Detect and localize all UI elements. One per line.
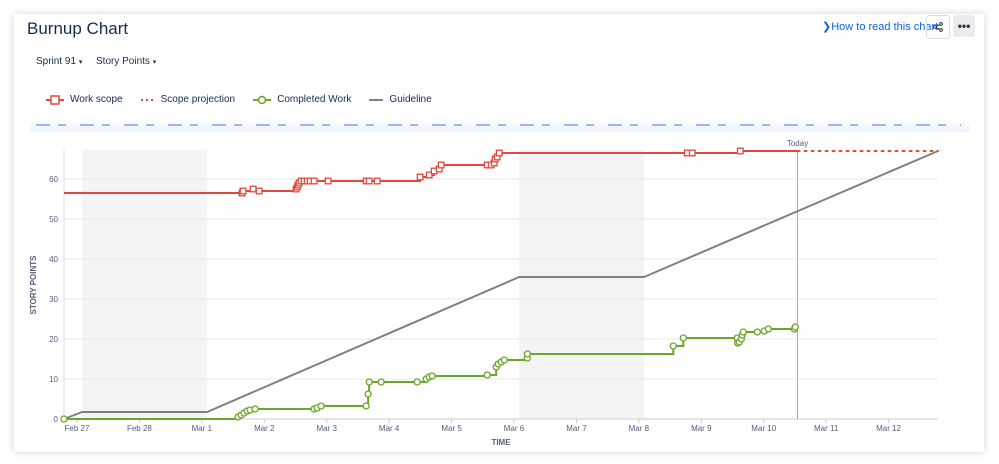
x-tick-label: Mar 8 [629,424,650,433]
completed-work-point [413,378,421,386]
x-axis-title: TIME [491,438,511,447]
caret-down-icon: ▾ [152,59,157,66]
work-scope-point [425,171,433,179]
completed-work-point [669,342,677,350]
y-tick-label: 10 [49,375,58,384]
completed-work-point [764,325,772,333]
work-scope-point [239,187,247,195]
circle-marker-icon [253,95,272,104]
x-tick-label: Feb 28 [127,424,152,433]
work-scope-point [495,149,503,157]
work-scope-point [310,177,318,185]
y-tick-label: 20 [49,335,58,344]
more-actions-button[interactable]: ••• [953,15,975,37]
work-scope-point [324,177,332,185]
completed-work-point [523,350,532,358]
dotted-line-icon [140,98,155,101]
work-scope-point [373,177,381,185]
x-tick-label: Mar 3 [316,424,337,433]
completed-work-point [365,378,373,386]
y-tick-label: 0 [54,415,59,424]
work-scope-point [736,147,744,155]
line-icon [369,98,384,101]
chart-legend: Work scope Scope projection Completed Wo… [46,94,432,105]
x-tick-label: Mar 12 [876,424,901,433]
completed-work-point [679,334,687,342]
chevron-right-icon: ❯ [822,21,832,33]
work-scope-point [688,149,696,157]
x-tick-label: Mar 1 [192,424,213,433]
legend-scope-projection[interactable]: Scope projection [140,94,235,105]
nonworking-period [519,150,645,419]
sprint-dropdown[interactable]: Sprint 91 ▾ [36,56,83,67]
completed-work-point [483,371,491,379]
x-tick-label: Mar 4 [379,424,400,433]
x-tick-label: Mar 9 [691,424,712,433]
legend-guideline[interactable]: Guideline [369,94,432,105]
work-scope-point [249,185,257,193]
y-tick-label: 60 [49,175,58,184]
x-tick-label: Mar 2 [254,424,275,433]
completed-work-point [317,402,325,410]
completed-work-point [739,328,747,336]
completed-work-point [362,402,370,410]
share-button[interactable] [926,15,950,39]
square-marker-icon [46,94,64,105]
estimation-dropdown[interactable]: Story Points ▾ [96,56,157,67]
y-tick-label: 40 [49,255,58,264]
share-icon [933,22,943,32]
completed-work-point [500,356,508,364]
work-scope-point [416,173,424,181]
page-title: Burnup Chart [27,19,129,38]
completed-work-point [364,390,372,398]
x-tick-label: Mar 11 [814,424,839,433]
completed-work-point [377,378,385,386]
y-tick-label: 30 [49,295,58,304]
x-tick-label: Feb 27 [65,424,90,433]
x-tick-label: Mar 6 [504,424,525,433]
x-tick-label: Mar 5 [441,424,462,433]
y-tick-label: 50 [49,215,58,224]
y-axis-title: STORY POINTS [29,255,38,315]
blurred-links-row [36,124,961,126]
completed-work-point [428,372,436,380]
more-horizontal-icon: ••• [957,19,971,33]
x-tick-label: Mar 7 [566,424,587,433]
series-guideline [63,150,939,420]
how-to-read-link[interactable]: ❯How to read this chart [822,21,939,33]
caret-down-icon: ▾ [78,59,83,66]
completed-work-point [251,405,259,413]
work-scope-point [255,187,263,195]
x-tick-label: Mar 10 [751,424,776,433]
completed-work-point [753,328,761,336]
completed-work-point [791,323,799,331]
legend-work-scope[interactable]: Work scope [46,94,123,105]
legend-completed-work[interactable]: Completed Work [253,94,351,105]
nonworking-period [82,150,208,419]
work-scope-point [365,177,373,185]
completed-work-point [60,415,68,423]
work-scope-point [437,161,445,169]
today-label: Today [787,139,808,148]
